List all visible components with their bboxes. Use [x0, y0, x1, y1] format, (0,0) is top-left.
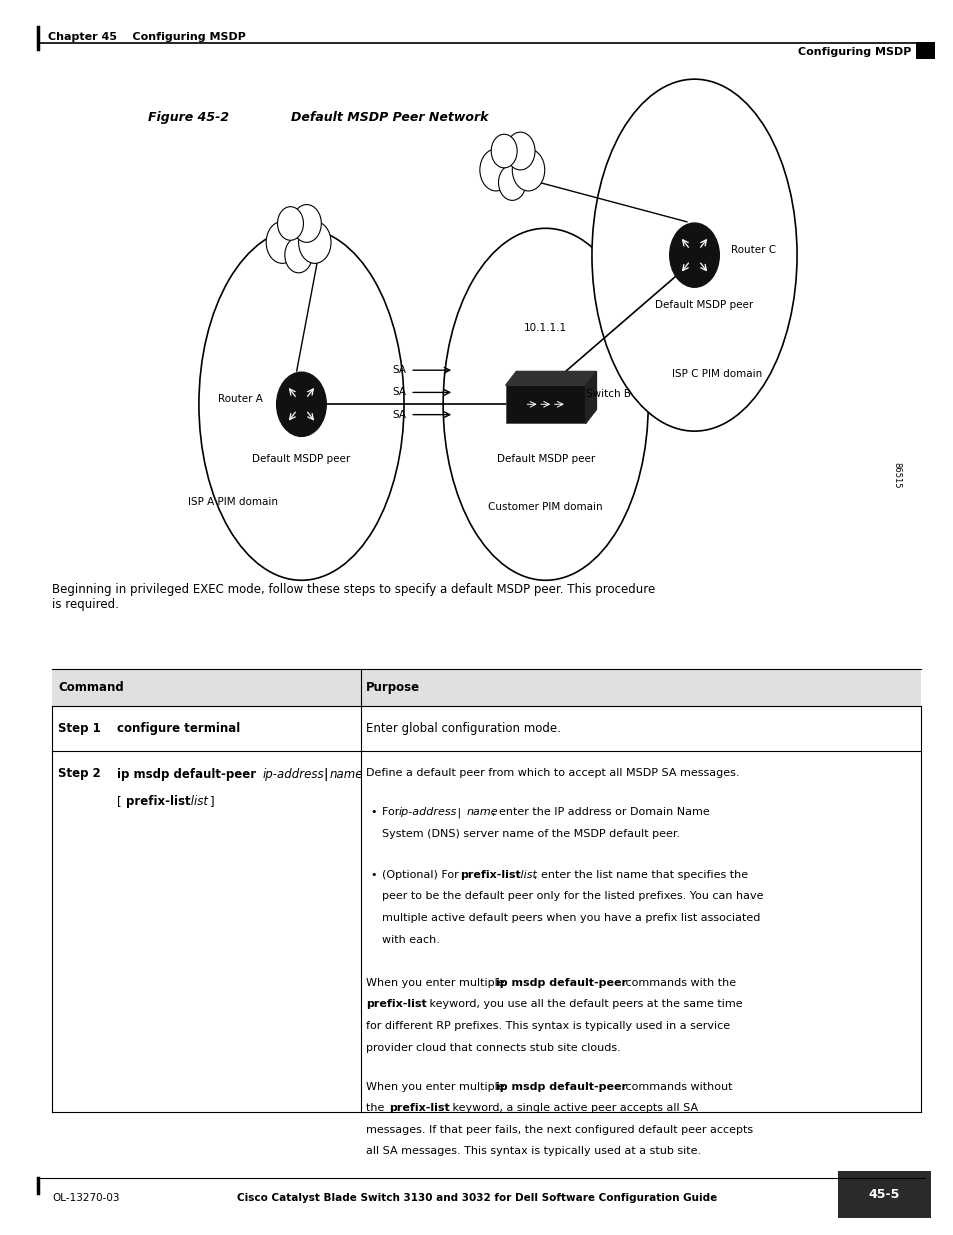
- Text: Command: Command: [58, 682, 124, 694]
- Text: keyword, you use all the default peers at the same time: keyword, you use all the default peers a…: [426, 999, 742, 1009]
- Text: ip-address: ip-address: [262, 768, 324, 782]
- Text: Customer PIM domain: Customer PIM domain: [488, 501, 602, 511]
- Text: , enter the IP address or Domain Name: , enter the IP address or Domain Name: [492, 808, 709, 818]
- Text: ISP C PIM domain: ISP C PIM domain: [672, 369, 761, 379]
- Text: Step 1: Step 1: [58, 722, 101, 735]
- Text: Cisco Catalyst Blade Switch 3130 and 3032 for Dell Software Configuration Guide: Cisco Catalyst Blade Switch 3130 and 303…: [236, 1193, 717, 1203]
- Text: System (DNS) server name of the MSDP default peer.: System (DNS) server name of the MSDP def…: [381, 829, 679, 839]
- Text: 86515: 86515: [891, 462, 901, 489]
- Text: ]: ]: [210, 795, 214, 809]
- Ellipse shape: [442, 228, 647, 580]
- Text: provider cloud that connects stub site clouds.: provider cloud that connects stub site c…: [366, 1042, 620, 1052]
- Text: ip msdp default-peer: ip msdp default-peer: [496, 978, 626, 988]
- Text: •: •: [370, 869, 376, 879]
- Text: Chapter 45    Configuring MSDP: Chapter 45 Configuring MSDP: [48, 32, 245, 42]
- Ellipse shape: [592, 79, 797, 431]
- Text: with each.: with each.: [381, 935, 439, 945]
- Text: 45-5: 45-5: [868, 1188, 899, 1200]
- Text: the: the: [366, 1103, 388, 1113]
- Text: For: For: [381, 808, 402, 818]
- Text: Configuring MSDP: Configuring MSDP: [797, 47, 910, 57]
- Text: ip-address: ip-address: [398, 808, 456, 818]
- Text: •: •: [370, 808, 376, 818]
- Text: Default MSDP peer: Default MSDP peer: [253, 453, 350, 463]
- Circle shape: [285, 237, 312, 273]
- Text: |: |: [454, 808, 464, 818]
- Text: list: list: [187, 795, 208, 809]
- Text: configure terminal: configure terminal: [117, 722, 240, 735]
- Text: commands with the: commands with the: [621, 978, 736, 988]
- Text: Enter global configuration mode.: Enter global configuration mode.: [366, 722, 560, 735]
- Circle shape: [479, 149, 512, 191]
- Circle shape: [298, 221, 331, 263]
- Ellipse shape: [198, 228, 404, 580]
- Text: all SA messages. This syntax is typically used at a stub site.: all SA messages. This syntax is typicall…: [366, 1146, 700, 1156]
- Circle shape: [491, 135, 517, 168]
- Text: list: list: [517, 869, 537, 879]
- Text: for different RP prefixes. This syntax is typically used in a service: for different RP prefixes. This syntax i…: [366, 1021, 730, 1031]
- Bar: [52, 669, 920, 706]
- Bar: [505, 385, 585, 424]
- Text: Router C: Router C: [730, 246, 775, 256]
- Text: name: name: [466, 808, 497, 818]
- Text: When you enter multiple: When you enter multiple: [366, 1082, 508, 1092]
- Text: Purpose: Purpose: [366, 682, 420, 694]
- Text: , enter the list name that specifies the: , enter the list name that specifies the: [534, 869, 747, 879]
- Text: OL-13270-03: OL-13270-03: [52, 1193, 120, 1203]
- Polygon shape: [505, 372, 596, 385]
- Text: ip msdp default-peer: ip msdp default-peer: [496, 1082, 626, 1092]
- Text: messages. If that peer fails, the next configured default peer accepts: messages. If that peer fails, the next c…: [366, 1125, 753, 1135]
- Circle shape: [669, 224, 719, 288]
- Text: (Optional) For: (Optional) For: [381, 869, 461, 879]
- Circle shape: [498, 164, 525, 200]
- Text: Router A: Router A: [218, 394, 263, 404]
- Text: SA: SA: [392, 366, 406, 375]
- Text: Define a default peer from which to accept all MSDP SA messages.: Define a default peer from which to acce…: [366, 768, 740, 778]
- Bar: [915, 42, 934, 59]
- Text: SA: SA: [392, 388, 406, 398]
- Text: [: [: [117, 795, 122, 809]
- Polygon shape: [585, 372, 596, 424]
- Circle shape: [277, 206, 303, 241]
- Text: prefix-list: prefix-list: [389, 1103, 450, 1113]
- Text: Switch B: Switch B: [585, 389, 630, 399]
- Text: keyword, a single active peer accepts all SA: keyword, a single active peer accepts al…: [449, 1103, 698, 1113]
- Text: peer to be the default peer only for the listed prefixes. You can have: peer to be the default peer only for the…: [381, 892, 762, 902]
- Text: Default MSDP peer: Default MSDP peer: [497, 453, 594, 463]
- Text: prefix-list: prefix-list: [126, 795, 191, 809]
- Text: Default MSDP Peer Network: Default MSDP Peer Network: [291, 111, 488, 124]
- Circle shape: [276, 372, 326, 436]
- Text: multiple active default peers when you have a prefix list associated: multiple active default peers when you h…: [381, 913, 760, 923]
- Text: 10.1.1.1: 10.1.1.1: [523, 322, 567, 332]
- Circle shape: [512, 149, 544, 191]
- Text: name: name: [329, 768, 362, 782]
- Text: Default MSDP peer: Default MSDP peer: [655, 300, 752, 310]
- Text: When you enter multiple: When you enter multiple: [366, 978, 508, 988]
- Circle shape: [292, 205, 321, 242]
- Text: prefix-list: prefix-list: [366, 999, 427, 1009]
- Circle shape: [266, 221, 298, 263]
- Text: ISP A PIM domain: ISP A PIM domain: [188, 498, 277, 508]
- Text: Beginning in privileged EXEC mode, follow these steps to specify a default MSDP : Beginning in privileged EXEC mode, follo…: [52, 583, 655, 611]
- Text: ip msdp default-peer: ip msdp default-peer: [117, 768, 260, 782]
- Circle shape: [505, 132, 535, 170]
- Text: Figure 45-2: Figure 45-2: [148, 111, 229, 124]
- Text: SA: SA: [392, 410, 406, 420]
- Text: commands without: commands without: [621, 1082, 732, 1092]
- Text: Step 2: Step 2: [58, 767, 101, 779]
- Text: |: |: [319, 768, 332, 782]
- Text: prefix-list: prefix-list: [459, 869, 520, 879]
- Bar: [837, 1171, 930, 1218]
